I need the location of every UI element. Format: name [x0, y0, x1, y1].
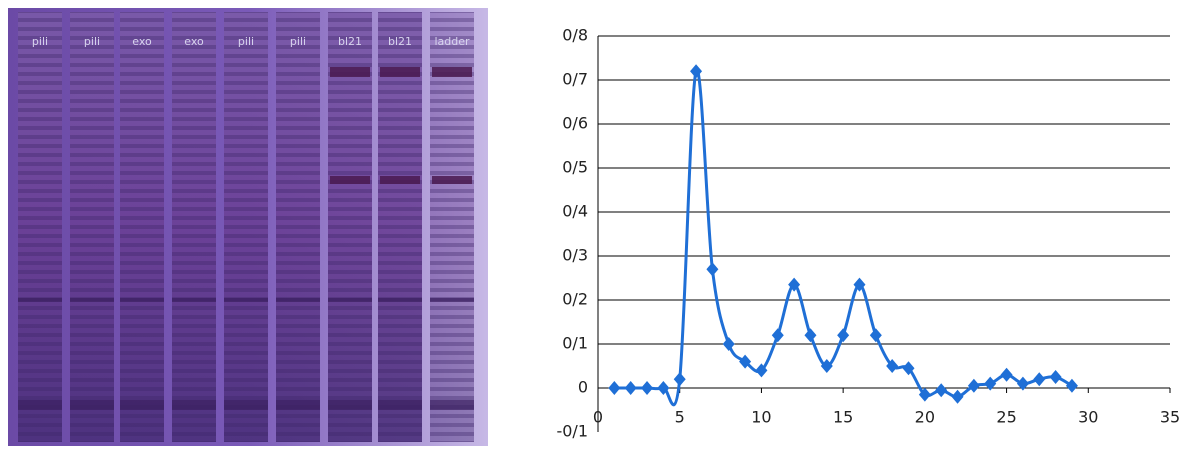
line-chart: -0/1 0 0/1 0/2 0/3 0/4 0/5 0/6 0/7 0/8 0 5 10 15 20 25 3…: [556, 26, 1180, 441]
gel-bands: [276, 12, 320, 442]
data-point: [837, 328, 850, 343]
gel-band: [378, 400, 422, 410]
gel-band: [70, 298, 114, 302]
gel-band: [18, 298, 62, 302]
gel-band: [276, 298, 320, 302]
data-point: [722, 337, 735, 351]
y-tick-label: 0/1: [562, 334, 588, 353]
gel-band: [120, 298, 164, 302]
x-tick-label: 10: [751, 408, 771, 427]
gel-band: [18, 400, 62, 410]
gel-band: [432, 67, 472, 77]
data-point: [967, 378, 980, 393]
gel-band: [224, 400, 268, 410]
x-tick-label: 5: [675, 408, 685, 427]
gel-band: [378, 298, 422, 302]
gel-bands: [18, 12, 62, 442]
data-point: [951, 389, 964, 404]
data-point: [673, 372, 686, 387]
x-tick-label: 0: [593, 408, 603, 427]
gel-band: [70, 400, 114, 410]
gel-bands: [70, 12, 114, 442]
lane-label: bl21: [338, 35, 362, 48]
gel-band: [330, 67, 370, 77]
gel-band: [328, 400, 372, 410]
gel-bands: [430, 12, 474, 442]
gel-band: [430, 298, 474, 302]
lane-label: exo: [184, 35, 204, 48]
gel-bands: [224, 12, 268, 442]
lane-label: ladder: [434, 35, 470, 48]
data-line: [614, 68, 1073, 407]
data-point: [1000, 367, 1013, 382]
data-point: [820, 359, 833, 373]
gel-bands: [378, 12, 422, 442]
lane-label: exo: [132, 35, 152, 48]
gel-band: [330, 176, 370, 184]
x-tick-label: 30: [1078, 408, 1098, 427]
gel-band: [172, 400, 216, 410]
y-tick-label: 0/8: [562, 26, 588, 45]
x-tick-label: 25: [996, 408, 1016, 427]
gel-band: [120, 400, 164, 410]
data-point: [690, 64, 703, 79]
gel-band: [380, 67, 420, 77]
x-tick-label: 15: [833, 408, 853, 427]
data-point: [739, 354, 752, 369]
gel-band: [380, 176, 420, 184]
data-point: [1049, 370, 1062, 384]
gel-band: [328, 298, 372, 302]
gel-bands: [328, 12, 372, 442]
data-point: [918, 387, 931, 402]
lane-label: pili: [84, 35, 100, 48]
data-point: [1065, 378, 1078, 393]
data-point: [804, 328, 817, 343]
data-point: [771, 328, 784, 343]
y-tick-label: 0/6: [562, 114, 588, 133]
lane-label: pili: [238, 35, 254, 48]
gel-band: [224, 298, 268, 302]
y-tick-label: 0/4: [562, 202, 588, 221]
y-tick-label: -0/1: [556, 422, 588, 441]
data-point: [1016, 376, 1029, 391]
data-point: [657, 381, 670, 395]
gel-band: [432, 176, 472, 184]
data-point: [869, 328, 882, 343]
data-point: [641, 381, 654, 395]
lane-label: pili: [32, 35, 48, 48]
y-tick-label: 0/2: [562, 290, 588, 309]
data-point: [853, 277, 866, 292]
gel-image: pili pili exo exo pili pili bl21 bl21 ladder: [8, 8, 488, 446]
x-tick-label: 35: [1160, 408, 1180, 427]
lane-label: bl21: [388, 35, 412, 48]
data-point: [706, 262, 719, 277]
lane-label: pili: [290, 35, 306, 48]
data-point: [984, 376, 997, 391]
data-point: [935, 383, 948, 398]
y-tick-label: 0: [578, 378, 588, 397]
y-tick-label: 0/7: [562, 70, 588, 89]
y-tick-label: 0/3: [562, 246, 588, 265]
data-point: [608, 381, 621, 395]
gel-band: [276, 400, 320, 410]
gel-band: [430, 400, 474, 410]
gel-bands: [120, 12, 164, 442]
data-point: [1033, 372, 1046, 387]
data-point: [624, 381, 637, 395]
data-point: [755, 363, 768, 378]
gel-bands: [172, 12, 216, 442]
data-point: [886, 359, 899, 373]
gel-band: [172, 298, 216, 302]
x-tick-label: 20: [915, 408, 935, 427]
data-point: [902, 361, 915, 376]
y-tick-label: 0/5: [562, 158, 588, 177]
data-point: [788, 277, 801, 292]
